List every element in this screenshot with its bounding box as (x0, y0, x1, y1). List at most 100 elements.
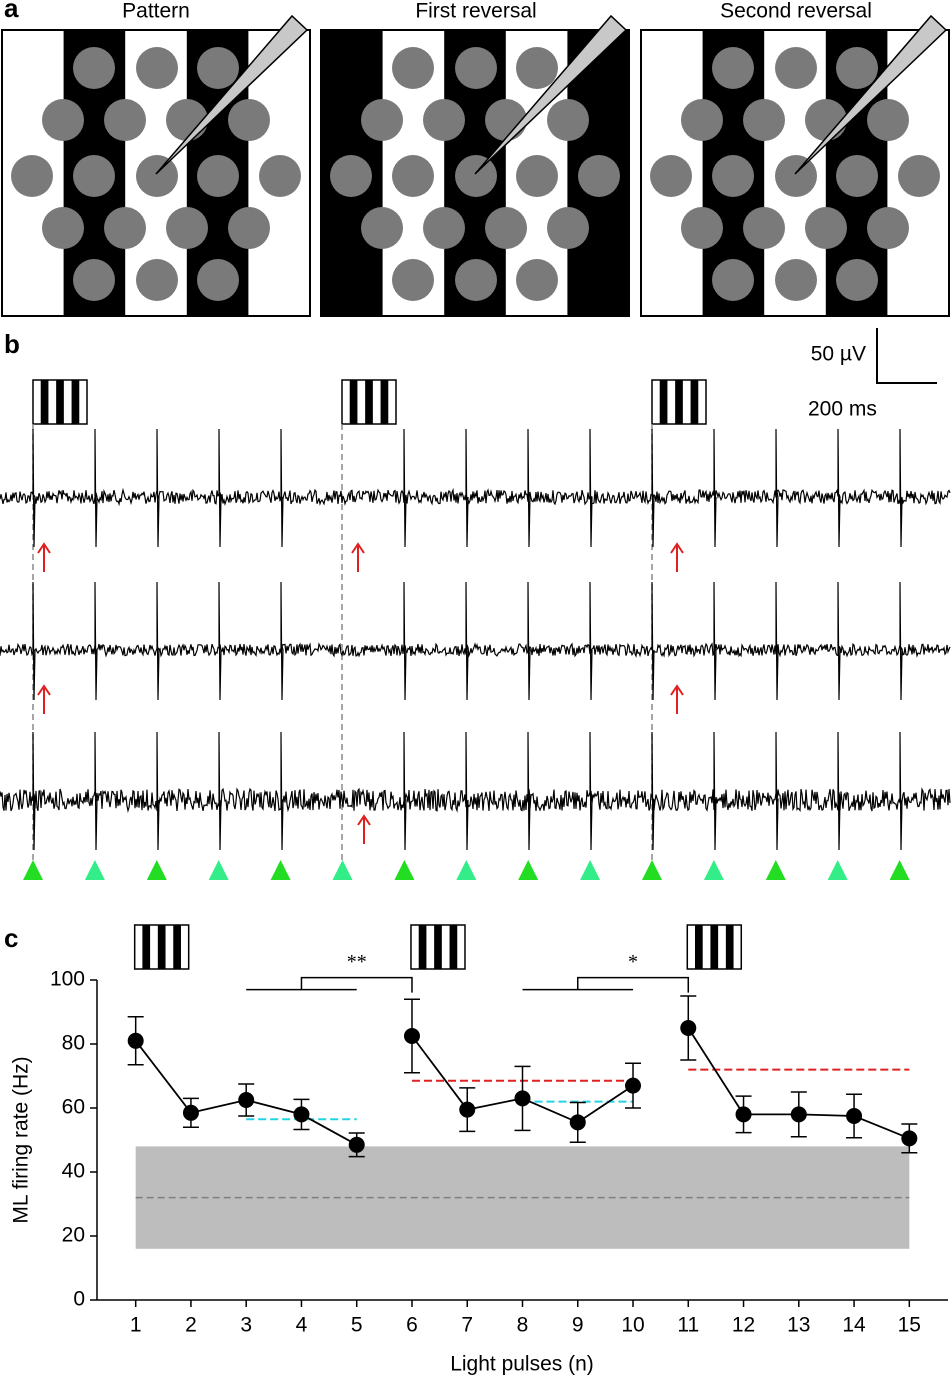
panel-label: b (4, 329, 20, 359)
cell (392, 155, 434, 197)
pattern-icon (32, 379, 88, 425)
cell (392, 47, 434, 89)
frame (1, 29, 311, 317)
cell (547, 99, 589, 141)
pattern-stripe (652, 380, 661, 424)
x-tick-label: 12 (732, 1314, 755, 1337)
data-point (514, 1090, 531, 1107)
pattern-stripe (134, 925, 143, 969)
pattern-stripe (180, 925, 189, 969)
pattern-stripe (667, 380, 676, 424)
y-tick-label: 80 (62, 1032, 85, 1055)
pattern-icon (133, 924, 190, 970)
light-pulse (518, 860, 539, 880)
panel-title: Pattern (122, 0, 190, 23)
pattern-stripe (702, 925, 711, 969)
x-tick-label: 5 (351, 1314, 363, 1337)
cell (104, 99, 146, 141)
cell (547, 207, 589, 249)
cell (712, 155, 754, 197)
trace (0, 428, 951, 548)
significance-bracket (300, 976, 413, 993)
x-tick-label: 4 (296, 1314, 308, 1337)
light-pulse (456, 860, 477, 880)
light-pulse (23, 860, 43, 880)
significance-label: ** (347, 951, 367, 973)
x-tick-label: 6 (406, 1314, 418, 1337)
pattern-stripe (682, 380, 691, 424)
data-point (625, 1077, 642, 1094)
cell (712, 259, 754, 301)
cell (73, 47, 115, 89)
cell (650, 155, 692, 197)
pattern-stripe (675, 380, 684, 424)
cell (136, 259, 178, 301)
data-point (901, 1130, 918, 1147)
cell (330, 155, 372, 197)
cell (361, 99, 403, 141)
frame (640, 29, 950, 317)
panel-title: Second reversal (720, 0, 872, 23)
panel-label: c (4, 923, 18, 953)
cell (867, 99, 909, 141)
light-pulse (889, 860, 910, 880)
cell (136, 47, 178, 89)
pattern-stripe (365, 380, 374, 424)
cell (197, 47, 239, 89)
cell (775, 155, 817, 197)
pattern-stripe (418, 925, 427, 969)
data-point (127, 1032, 144, 1049)
pattern-stripe (71, 380, 80, 424)
x-tick-label: 2 (185, 1314, 197, 1337)
pattern-stripe (426, 925, 435, 969)
panel-label: a (4, 0, 19, 23)
data-point (846, 1108, 863, 1124)
y-tick-label: 0 (73, 1288, 85, 1311)
electrode (155, 14, 309, 175)
y-axis-label: ML firing rate (Hz) (10, 1056, 33, 1223)
electrode (794, 14, 948, 175)
cell (898, 155, 940, 197)
cell (836, 259, 878, 301)
scale-label: 200 ms (808, 398, 877, 421)
cell (516, 259, 558, 301)
x-tick-label: 1 (130, 1314, 142, 1337)
pattern-stripe (733, 925, 742, 969)
trace (0, 581, 951, 701)
cell (775, 47, 817, 89)
pattern-stripe (698, 380, 707, 424)
cell (73, 155, 115, 197)
pattern-stripe (48, 380, 57, 424)
light-pulse (703, 860, 724, 880)
light-pulse (270, 860, 291, 880)
pattern-stripe (718, 925, 727, 969)
arrow-head (37, 542, 51, 554)
data-point (238, 1092, 255, 1108)
cell (136, 155, 178, 197)
pattern-icon (686, 924, 743, 970)
trace (0, 731, 951, 851)
pattern-stripe (56, 380, 65, 424)
cell (42, 99, 84, 141)
pattern-stripe (659, 380, 668, 424)
cell (485, 207, 527, 249)
data-point (790, 1106, 807, 1123)
x-tick-label: 3 (240, 1314, 252, 1337)
pattern-stripe (79, 380, 88, 424)
x-tick-label: 7 (461, 1314, 473, 1337)
light-pulse (580, 860, 601, 880)
light-pulse (146, 860, 167, 880)
cell (166, 207, 208, 249)
light-pulse (642, 860, 662, 880)
significance-label: * (628, 951, 638, 973)
cell (836, 155, 878, 197)
x-tick-label: 10 (621, 1314, 644, 1337)
y-tick-label: 60 (62, 1096, 85, 1119)
data-point (293, 1106, 310, 1123)
light-pulse (765, 860, 786, 880)
cell (681, 99, 723, 141)
cell (423, 99, 465, 141)
cell (836, 47, 878, 89)
arrow-head (670, 684, 684, 696)
